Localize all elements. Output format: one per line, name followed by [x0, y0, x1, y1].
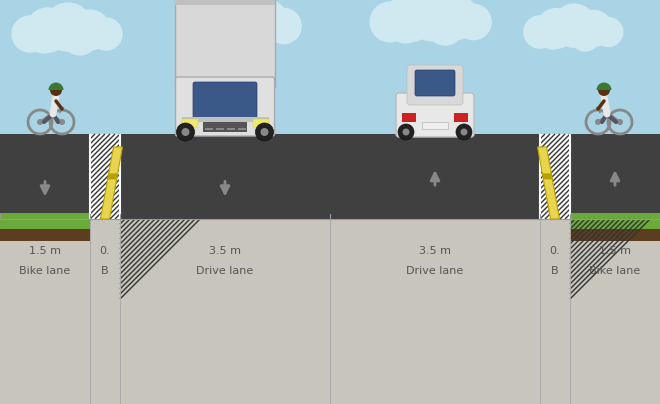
Bar [0, 213, 90, 241]
Circle shape [385, 0, 434, 42]
Circle shape [29, 23, 59, 53]
Circle shape [576, 11, 612, 46]
Bar [0, 0, 660, 134]
Bar [0, 219, 660, 404]
Text: 0.: 0. [550, 246, 560, 256]
Circle shape [199, 14, 232, 47]
Circle shape [90, 18, 122, 50]
Circle shape [26, 8, 70, 52]
Circle shape [524, 16, 556, 48]
Circle shape [598, 84, 610, 96]
Circle shape [570, 20, 601, 51]
Text: B: B [551, 266, 559, 276]
Bar [0, 134, 660, 219]
Text: Bike lane: Bike lane [589, 266, 641, 276]
Circle shape [70, 10, 110, 50]
Text: Drive lane: Drive lane [407, 266, 463, 276]
Circle shape [595, 119, 601, 125]
Circle shape [195, 0, 244, 46]
Circle shape [266, 8, 301, 44]
Bar [182, 117, 269, 122]
Bar [253, 119, 269, 128]
Circle shape [405, 0, 458, 41]
Bar [238, 128, 246, 130]
Circle shape [617, 119, 623, 125]
Circle shape [44, 3, 92, 51]
Bar [422, 122, 448, 129]
FancyBboxPatch shape [415, 70, 455, 96]
FancyBboxPatch shape [175, 0, 275, 87]
Bar [570, 213, 660, 241]
Polygon shape [108, 173, 117, 179]
Circle shape [456, 4, 491, 40]
Circle shape [50, 84, 62, 96]
Circle shape [59, 119, 65, 125]
Text: 1.5 m: 1.5 m [29, 246, 61, 256]
Polygon shape [100, 147, 123, 219]
Polygon shape [537, 147, 560, 219]
Bar [90, 134, 120, 219]
Circle shape [461, 128, 467, 135]
Circle shape [389, 10, 422, 43]
Circle shape [594, 18, 623, 46]
Bar [203, 122, 247, 132]
Bar [540, 134, 570, 219]
Bar [216, 128, 224, 130]
Bar [205, 128, 213, 130]
FancyBboxPatch shape [193, 82, 257, 118]
Circle shape [236, 12, 274, 49]
Circle shape [552, 4, 596, 47]
Circle shape [37, 119, 43, 125]
Circle shape [398, 124, 414, 140]
Wedge shape [597, 82, 612, 90]
Bar [182, 119, 197, 128]
Circle shape [12, 16, 48, 52]
FancyBboxPatch shape [175, 0, 275, 5]
Bar [454, 113, 468, 122]
Text: B: B [101, 266, 109, 276]
Bar [0, 213, 90, 229]
Circle shape [255, 123, 273, 141]
Bar [227, 128, 235, 130]
Text: 3.5 m: 3.5 m [419, 246, 451, 256]
FancyBboxPatch shape [407, 65, 463, 105]
Circle shape [244, 0, 288, 44]
Circle shape [539, 22, 566, 49]
Circle shape [176, 123, 195, 141]
Wedge shape [48, 82, 63, 90]
Circle shape [456, 124, 472, 140]
Text: Bike lane: Bike lane [19, 266, 71, 276]
FancyBboxPatch shape [396, 93, 474, 137]
Text: 3.5 m: 3.5 m [209, 246, 241, 256]
Bar [570, 213, 660, 229]
Circle shape [403, 128, 409, 135]
Circle shape [182, 128, 189, 136]
Polygon shape [543, 173, 552, 179]
Circle shape [434, 0, 478, 40]
FancyBboxPatch shape [176, 77, 275, 136]
Circle shape [215, 0, 268, 45]
Circle shape [63, 21, 97, 55]
Circle shape [180, 6, 220, 46]
Text: 0.: 0. [100, 246, 110, 256]
Text: Drive lane: Drive lane [197, 266, 253, 276]
Circle shape [370, 2, 410, 42]
Circle shape [537, 8, 576, 48]
Circle shape [426, 8, 464, 45]
Bar [402, 113, 416, 122]
Text: 1.5 m: 1.5 m [599, 246, 631, 256]
Circle shape [261, 128, 269, 136]
